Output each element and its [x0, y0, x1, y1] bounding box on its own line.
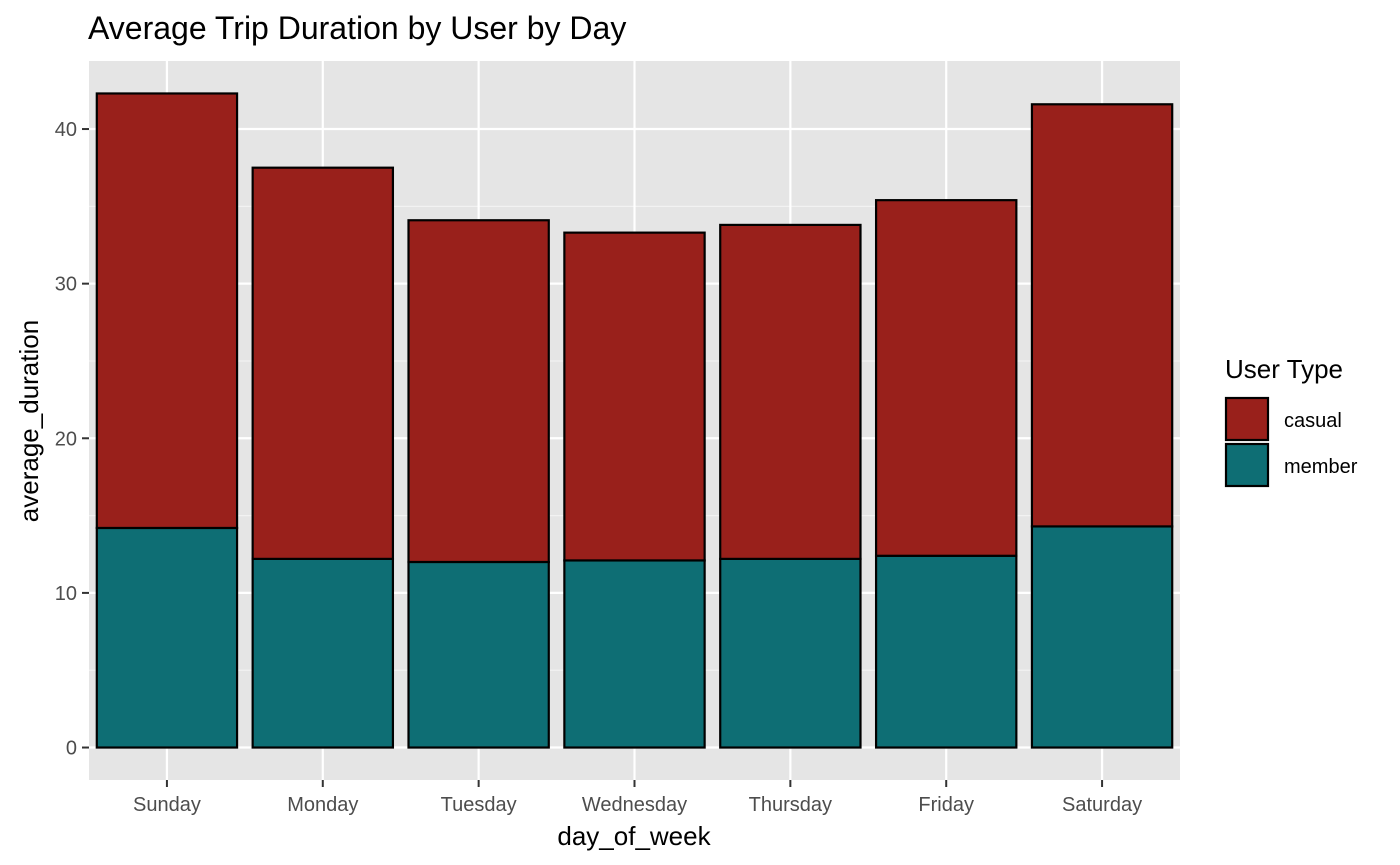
- y-tick-label: 0: [66, 738, 77, 760]
- x-axis-label: day_of_week: [557, 821, 711, 851]
- y-tick-label: 10: [55, 583, 77, 605]
- bar-member-monday: [251, 557, 395, 749]
- legend-key-member: [1224, 442, 1270, 488]
- bar-member-sunday: [95, 526, 239, 749]
- bar-member-tuesday: [407, 560, 550, 749]
- bar-casual-tuesday: [407, 219, 550, 564]
- bar-member-wednesday: [563, 559, 706, 749]
- chart-title: Average Trip Duration by User by Day: [88, 10, 626, 46]
- legend: User Type casual member: [1224, 354, 1358, 488]
- y-axis: 0 10 20 30 40: [55, 119, 89, 760]
- bar-casual-friday: [874, 199, 1018, 557]
- legend-label-member: member: [1284, 456, 1358, 478]
- bar-casual-thursday: [719, 223, 862, 560]
- x-tick-label-saturday: Saturday: [1062, 794, 1142, 816]
- bar-casual-sunday: [95, 92, 239, 530]
- x-tick-label-tuesday: Tuesday: [441, 794, 517, 816]
- x-tick-label-friday: Friday: [918, 794, 974, 816]
- x-tick-label-sunday: Sunday: [133, 794, 201, 816]
- x-tick-label-monday: Monday: [287, 794, 358, 816]
- y-tick-label: 30: [55, 274, 77, 296]
- bar-casual-monday: [251, 166, 395, 560]
- x-axis: Sunday Monday Tuesday Wednesday Thursday Frid…: [133, 780, 1142, 816]
- legend-key-casual: [1224, 396, 1270, 442]
- bar-casual-wednesday: [563, 231, 706, 562]
- y-tick-label: 40: [55, 119, 77, 141]
- x-tick-label-wednesday: Wednesday: [582, 794, 687, 816]
- bar-member-friday: [874, 554, 1018, 749]
- legend-title: User Type: [1225, 354, 1343, 384]
- x-tick-label-thursday: Thursday: [749, 794, 832, 816]
- bars: [95, 92, 1174, 749]
- bar-member-saturday: [1030, 525, 1174, 749]
- legend-items: casual member: [1224, 396, 1358, 488]
- legend-label-casual: casual: [1284, 410, 1342, 432]
- y-axis-label: average_duration: [14, 320, 44, 522]
- y-tick-label: 20: [55, 428, 77, 450]
- bar-member-thursday: [719, 557, 862, 749]
- bar-casual-saturday: [1030, 103, 1174, 528]
